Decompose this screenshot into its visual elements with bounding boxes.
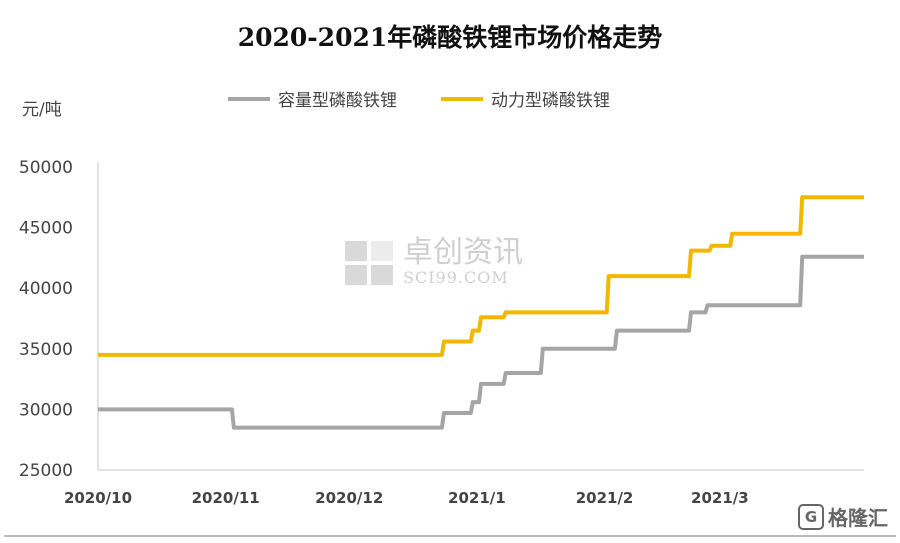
legend-swatch-capacity [228, 96, 270, 101]
logo-g-icon: G [798, 503, 824, 530]
x-tick-label: 2020/11 [192, 489, 260, 507]
legend-label-capacity: 容量型磷酸铁锂 [278, 91, 397, 111]
y-axis-unit: 元/吨 [22, 100, 62, 120]
x-tick-label: 2021/3 [691, 489, 749, 507]
bottom-border [4, 535, 896, 537]
y-tick-label: 50000 [19, 158, 73, 178]
legend-item-power: 动力型磷酸铁锂 [441, 86, 610, 111]
legend-label-power: 动力型磷酸铁锂 [491, 91, 610, 111]
y-tick-label: 30000 [19, 400, 73, 420]
series-line-capacity [98, 254, 864, 430]
x-tick-label: 2021/2 [576, 489, 634, 507]
x-tick-label: 2020/12 [315, 489, 383, 507]
logo: G 格隆汇 [798, 502, 888, 531]
x-tick-label: 2021/1 [448, 489, 506, 507]
y-tick-label: 35000 [19, 340, 73, 360]
logo-text: 格隆汇 [828, 506, 888, 530]
y-tick-label: 45000 [19, 219, 73, 239]
x-tick-label: 2020/10 [64, 489, 132, 507]
legend-swatch-power [441, 96, 483, 101]
watermark: 卓创资讯 SCI99.COM [345, 238, 523, 287]
y-tick-label: 40000 [19, 279, 73, 299]
y-tick-label: 25000 [19, 461, 73, 481]
series-line-power [98, 195, 864, 357]
watermark-cn: 卓创资讯 [403, 235, 523, 270]
chart-title: 2020-2021年磷酸铁锂市场价格走势 [237, 23, 663, 52]
legend: 容量型磷酸铁锂 动力型磷酸铁锂 [228, 86, 610, 111]
watermark-grid-icon [345, 240, 393, 285]
watermark-en: SCI99.COM [403, 268, 509, 287]
legend-item-capacity: 容量型磷酸铁锂 [228, 86, 397, 111]
